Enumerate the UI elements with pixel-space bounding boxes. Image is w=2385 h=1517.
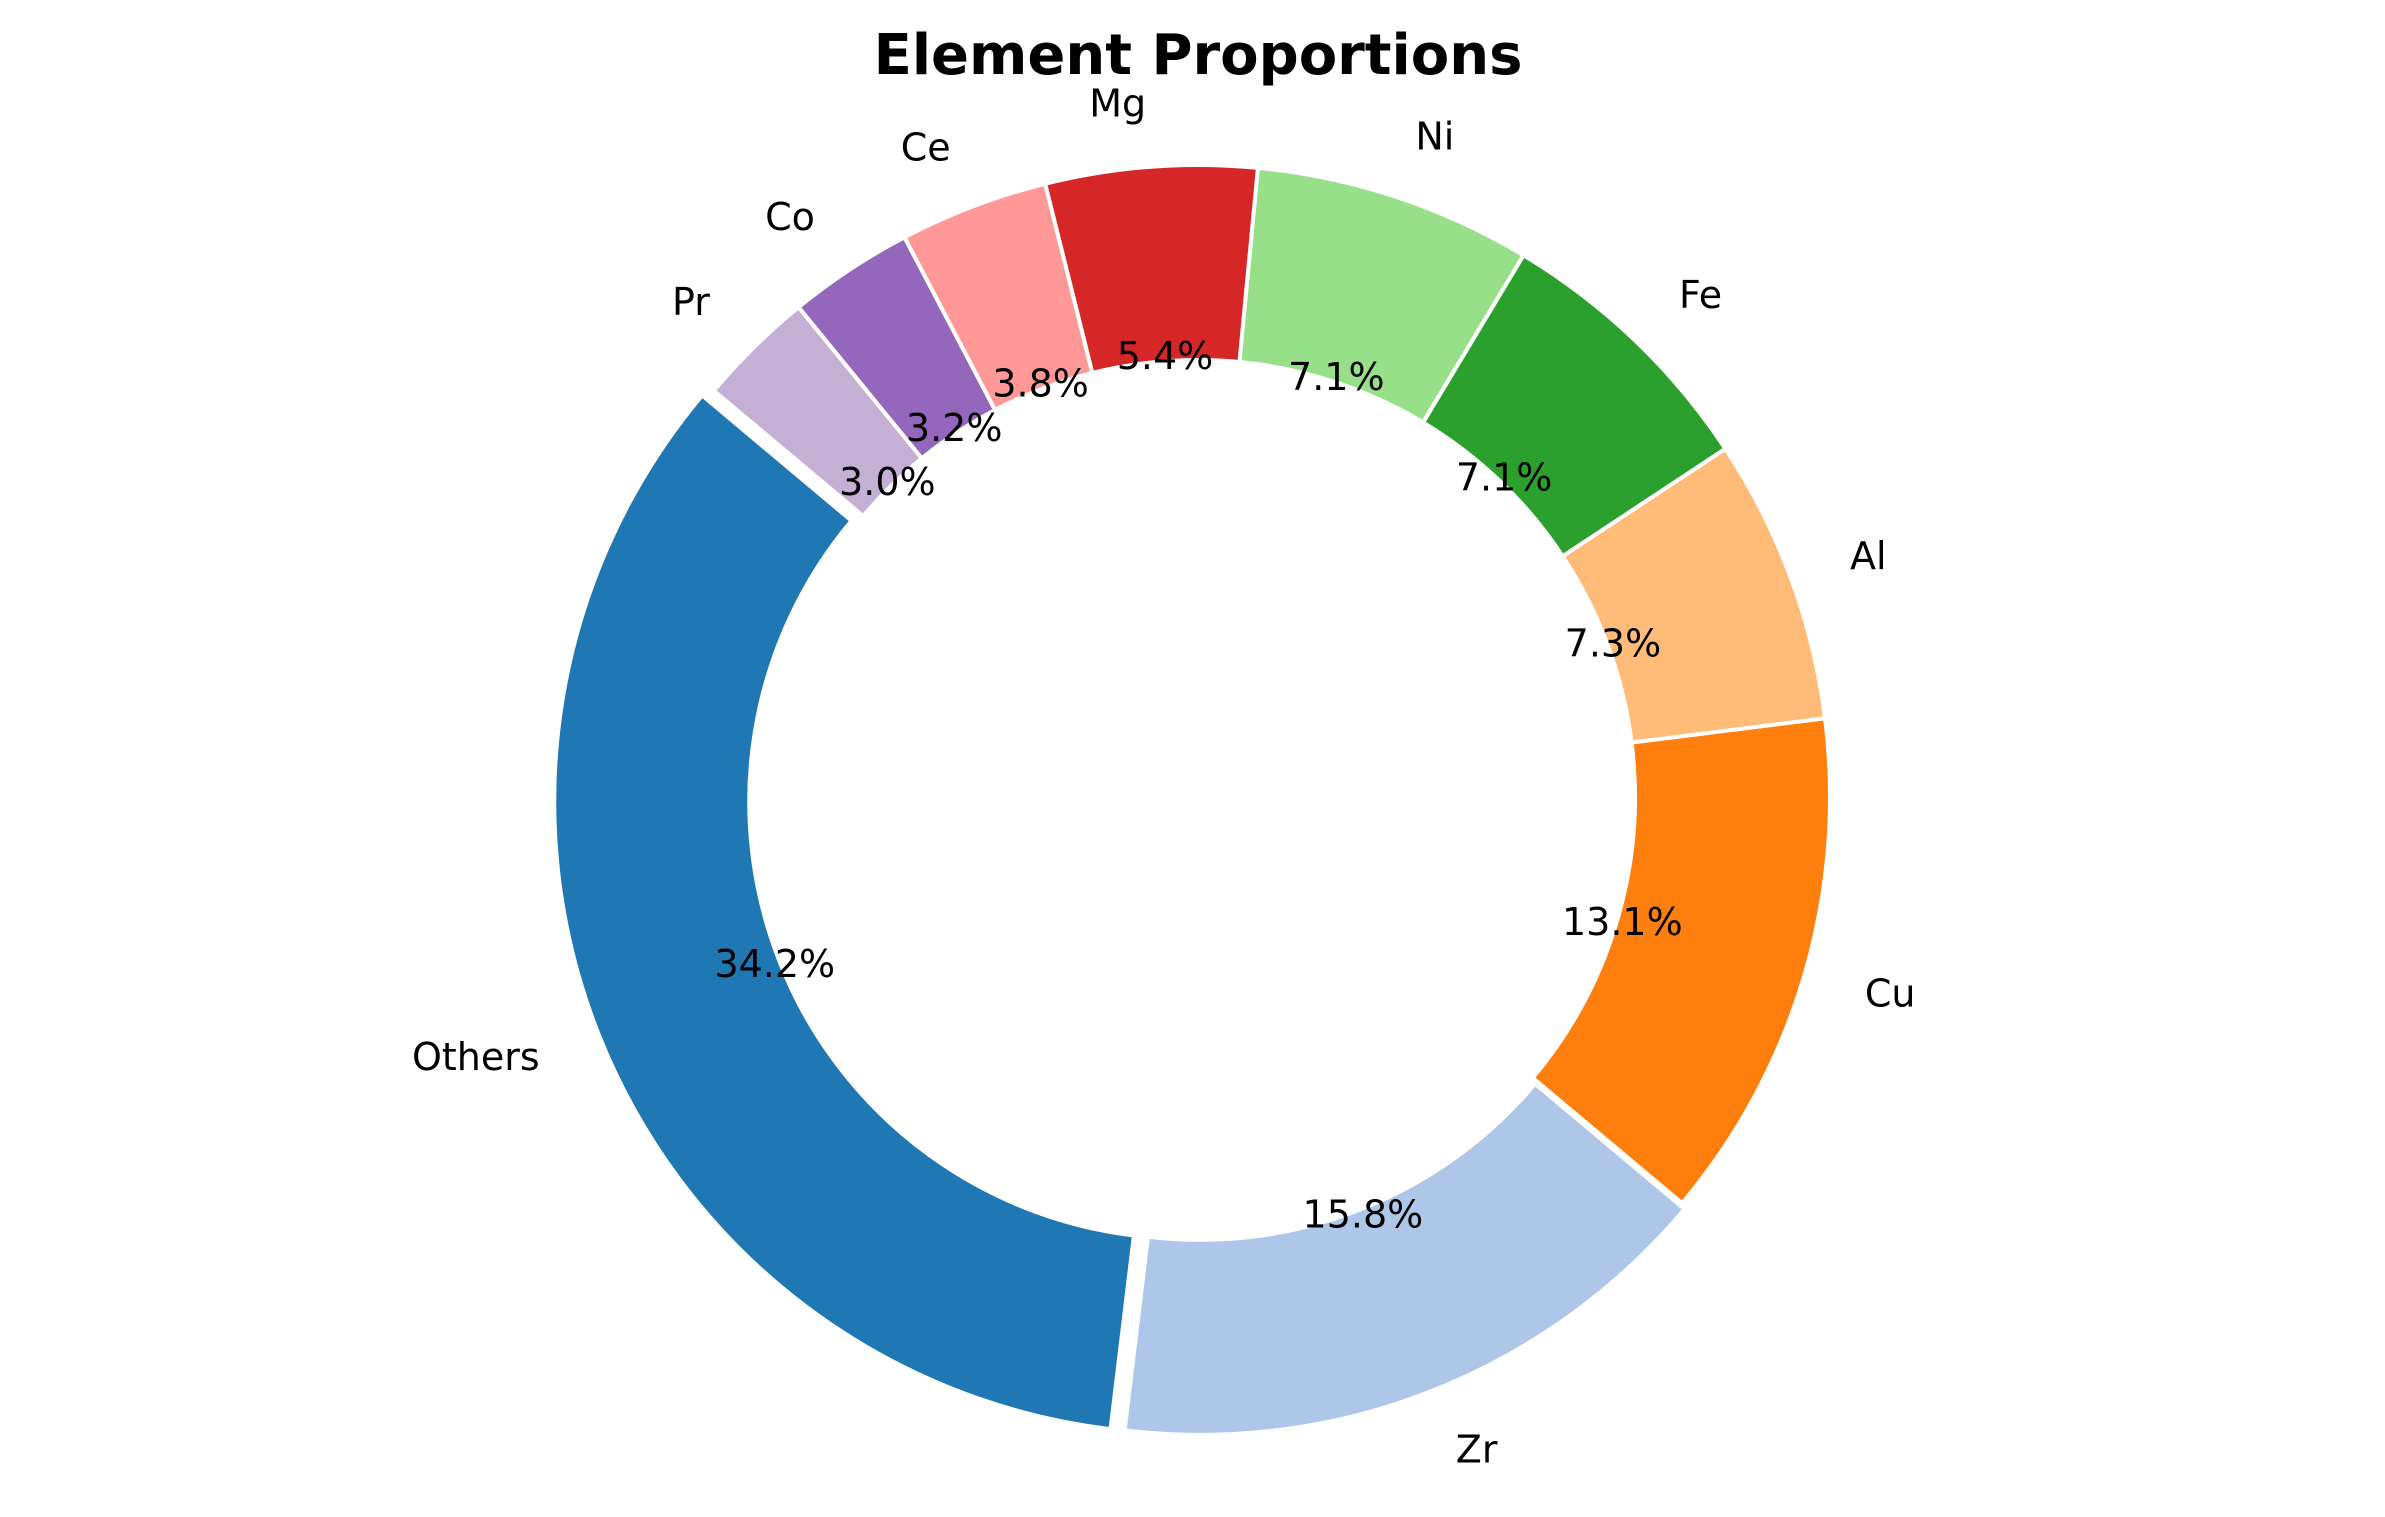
percent-label-others: 34.2% bbox=[714, 942, 835, 986]
percent-label-al: 7.3% bbox=[1565, 622, 1662, 666]
percent-labels-group: 34.2% 15.8% 13.1% 7.3% 7.1% 7.1% 5.4% 3.8%3.2% 3… bbox=[714, 334, 1682, 1236]
slice-label-pr: Pr bbox=[672, 280, 710, 324]
percent-label-ni: 7.1% bbox=[1288, 355, 1385, 399]
slice-label-others: Others bbox=[412, 1035, 540, 1079]
slice-label-ni: Ni bbox=[1415, 115, 1454, 159]
slice-label-co: Co bbox=[765, 195, 815, 239]
slices-group bbox=[552, 163, 1832, 1437]
percent-label-cu: 13.1% bbox=[1562, 900, 1683, 944]
slice-label-cu: Cu bbox=[1865, 972, 1916, 1016]
slice-others bbox=[552, 392, 1137, 1432]
chart-title: Element Proportions bbox=[874, 23, 1523, 88]
percent-label-ce: 3.8% bbox=[992, 362, 1089, 406]
percent-label-co: 3.2% bbox=[906, 406, 1003, 450]
percent-label-mg: 5.4% bbox=[1117, 334, 1214, 378]
labels-group: Others Zr Cu Al Fe Ni Mg Ce Co Pr bbox=[412, 82, 1915, 1472]
percent-label-pr: 3.0% bbox=[839, 460, 936, 504]
slice-label-al: Al bbox=[1850, 534, 1887, 578]
percent-label-fe: 7.1% bbox=[1456, 456, 1553, 500]
slice-zr bbox=[1122, 1080, 1688, 1437]
slice-pr bbox=[711, 304, 925, 519]
slice-label-ce: Ce bbox=[901, 125, 951, 169]
percent-label-zr: 15.8% bbox=[1303, 1192, 1424, 1236]
slice-label-fe: Fe bbox=[1679, 273, 1722, 317]
slice-label-zr: Zr bbox=[1456, 1427, 1498, 1471]
slice-label-mg: Mg bbox=[1089, 82, 1146, 126]
